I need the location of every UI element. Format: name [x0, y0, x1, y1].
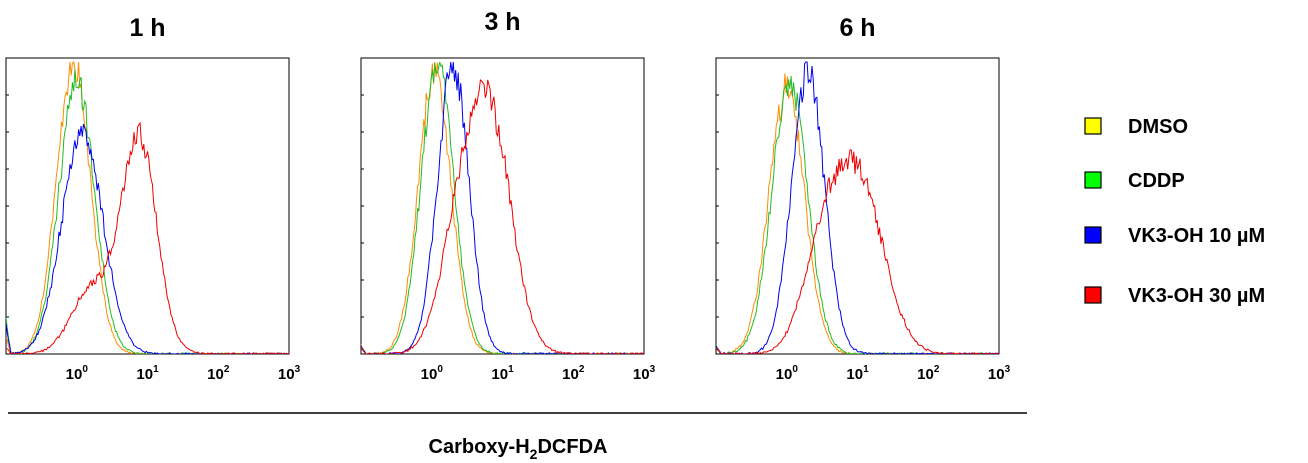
histogram-panel-2: 3 h 100 101 102 103 — [360, 8, 656, 383]
histogram-trace — [361, 61, 644, 354]
panel-title: 3 h — [484, 8, 520, 36]
x-tick-label: 103 — [988, 364, 1011, 383]
x-tick-label: 103 — [278, 364, 301, 383]
histogram-trace — [6, 61, 289, 354]
x-tick-label: 103 — [633, 364, 656, 383]
x-axis-label: Carboxy-H2DCFDA — [429, 436, 608, 462]
legend-label: CDDP — [1128, 170, 1185, 192]
plot-frame — [715, 57, 1000, 355]
x-tick-label: 101 — [491, 364, 514, 383]
legend-label: VK3-OH 10 µM — [1128, 225, 1265, 247]
x-tick-label: 100 — [776, 364, 799, 383]
legend-swatch — [1084, 171, 1102, 189]
x-tick-label: 101 — [136, 364, 159, 383]
x-tick-label: 101 — [846, 364, 869, 383]
x-tick-label: 100 — [421, 364, 444, 383]
plot-frame — [360, 57, 645, 355]
x-tick-label: 102 — [562, 364, 585, 383]
histogram-panel-3: 6 h 100 101 102 103 — [715, 14, 1011, 383]
x-tick-label: 102 — [917, 364, 940, 383]
histogram-trace — [716, 149, 999, 354]
histogram-trace — [716, 73, 999, 354]
histogram-trace — [716, 61, 999, 354]
legend: DMSO CDDP VK3-OH 10 µM VK3-OH 30 µM — [1084, 116, 1265, 307]
x-tick-label: 100 — [66, 364, 89, 383]
legend-swatch — [1084, 117, 1102, 135]
panel-title: 6 h — [839, 14, 875, 42]
panel-title: 1 h — [129, 14, 165, 42]
histogram-trace — [6, 121, 289, 354]
histogram-trace — [716, 76, 999, 354]
histogram-panel-1: 1 h 100 101 102 103 — [5, 14, 301, 383]
legend-label: DMSO — [1128, 116, 1188, 138]
legend-swatch — [1084, 226, 1102, 244]
histogram-trace — [361, 79, 644, 354]
x-tick-label: 102 — [207, 364, 230, 383]
legend-swatch — [1084, 286, 1102, 304]
plot-frame — [5, 57, 290, 355]
legend-label: VK3-OH 30 µM — [1128, 285, 1265, 307]
